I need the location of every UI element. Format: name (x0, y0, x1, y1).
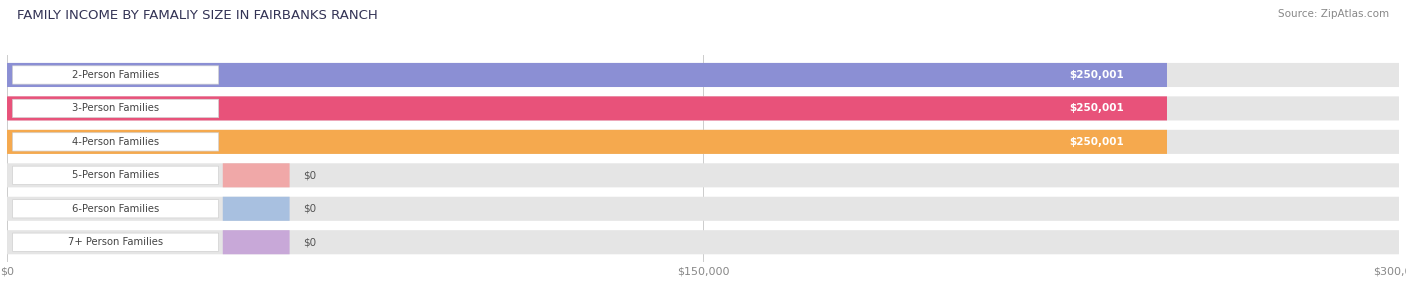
FancyBboxPatch shape (7, 63, 1399, 87)
FancyBboxPatch shape (7, 96, 1399, 120)
Text: $250,001: $250,001 (1070, 70, 1123, 80)
FancyBboxPatch shape (7, 130, 1167, 154)
Text: $250,001: $250,001 (1070, 103, 1123, 113)
FancyBboxPatch shape (13, 233, 218, 251)
FancyBboxPatch shape (1031, 133, 1163, 151)
Text: 7+ Person Families: 7+ Person Families (67, 237, 163, 247)
Text: $0: $0 (304, 170, 316, 180)
Text: $0: $0 (304, 237, 316, 247)
FancyBboxPatch shape (7, 63, 1167, 87)
Text: 5-Person Families: 5-Person Families (72, 170, 159, 180)
FancyBboxPatch shape (222, 230, 290, 254)
Text: Source: ZipAtlas.com: Source: ZipAtlas.com (1278, 9, 1389, 19)
FancyBboxPatch shape (7, 163, 1399, 187)
FancyBboxPatch shape (13, 133, 218, 151)
FancyBboxPatch shape (7, 230, 1399, 254)
FancyBboxPatch shape (7, 96, 1167, 120)
FancyBboxPatch shape (13, 99, 218, 117)
Text: 3-Person Families: 3-Person Families (72, 103, 159, 113)
Text: $250,001: $250,001 (1070, 137, 1123, 147)
FancyBboxPatch shape (13, 166, 218, 185)
Text: 6-Person Families: 6-Person Families (72, 204, 159, 214)
Text: 4-Person Families: 4-Person Families (72, 137, 159, 147)
Text: $0: $0 (304, 204, 316, 214)
FancyBboxPatch shape (13, 200, 218, 218)
FancyBboxPatch shape (222, 197, 290, 221)
FancyBboxPatch shape (13, 66, 218, 84)
FancyBboxPatch shape (1031, 66, 1163, 84)
FancyBboxPatch shape (7, 197, 1399, 221)
Text: FAMILY INCOME BY FAMALIY SIZE IN FAIRBANKS RANCH: FAMILY INCOME BY FAMALIY SIZE IN FAIRBAN… (17, 9, 378, 22)
FancyBboxPatch shape (222, 163, 290, 187)
FancyBboxPatch shape (1031, 99, 1163, 117)
Text: 2-Person Families: 2-Person Families (72, 70, 159, 80)
FancyBboxPatch shape (7, 130, 1399, 154)
